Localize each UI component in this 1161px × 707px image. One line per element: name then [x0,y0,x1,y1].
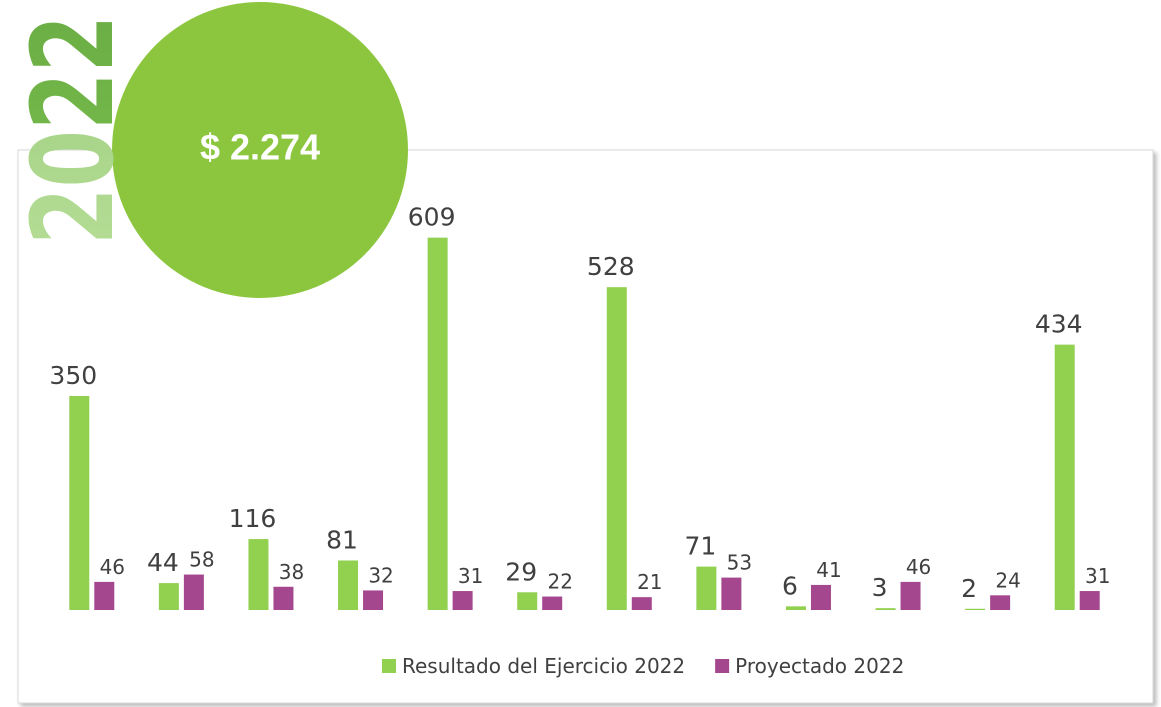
bar [875,608,896,610]
bar [900,581,921,610]
data-label: 41 [816,558,841,582]
bar [1079,591,1100,610]
data-label: 609 [408,203,456,232]
legend-label: Proyectado 2022 [735,654,904,678]
data-label: 116 [229,504,277,533]
bar [721,577,742,610]
data-label: 29 [505,557,537,586]
data-label: 81 [326,525,358,554]
data-label: 31 [458,564,483,588]
data-label: 434 [1035,310,1083,339]
data-label: 38 [279,560,304,584]
data-label: 31 [1085,564,1110,588]
data-label: 58 [189,548,214,572]
bar [452,591,473,610]
data-label: 53 [727,551,752,575]
data-label: 46 [100,555,125,579]
legend: Resultado del Ejercicio 2022 Proyectado 2… [382,654,904,678]
legend-swatch [382,659,396,673]
data-label: 71 [684,532,716,561]
bar [990,595,1011,610]
data-label: 24 [995,568,1020,592]
bar [363,590,384,610]
bar [183,574,204,610]
data-label: 44 [147,548,179,577]
bar [696,566,717,610]
data-label: 46 [906,555,931,579]
total-label: $ 2.274 [200,127,320,168]
year-label: 2022 [9,15,139,245]
data-label: 6 [782,571,798,600]
badge [112,2,408,298]
legend-label: Resultado del Ejercicio 2022 [402,654,685,678]
bar [158,583,179,610]
data-label: 2 [961,574,977,603]
data-label: 3 [872,573,888,602]
data-label: 21 [637,570,662,594]
bar [248,539,269,610]
bar [810,584,831,610]
data-label: 32 [368,563,393,587]
bar [965,608,986,610]
bar [427,237,448,610]
bar [542,596,563,610]
bar [69,396,90,610]
data-label: 350 [49,361,97,390]
bar [606,287,627,610]
bar [631,597,652,610]
bar [785,606,806,610]
bar [94,581,115,610]
bar [273,586,294,610]
bar [517,592,538,610]
bar [1054,344,1075,610]
data-label: 528 [587,252,635,281]
data-label: 22 [547,570,572,594]
legend-swatch [715,659,730,673]
bar [338,560,359,610]
